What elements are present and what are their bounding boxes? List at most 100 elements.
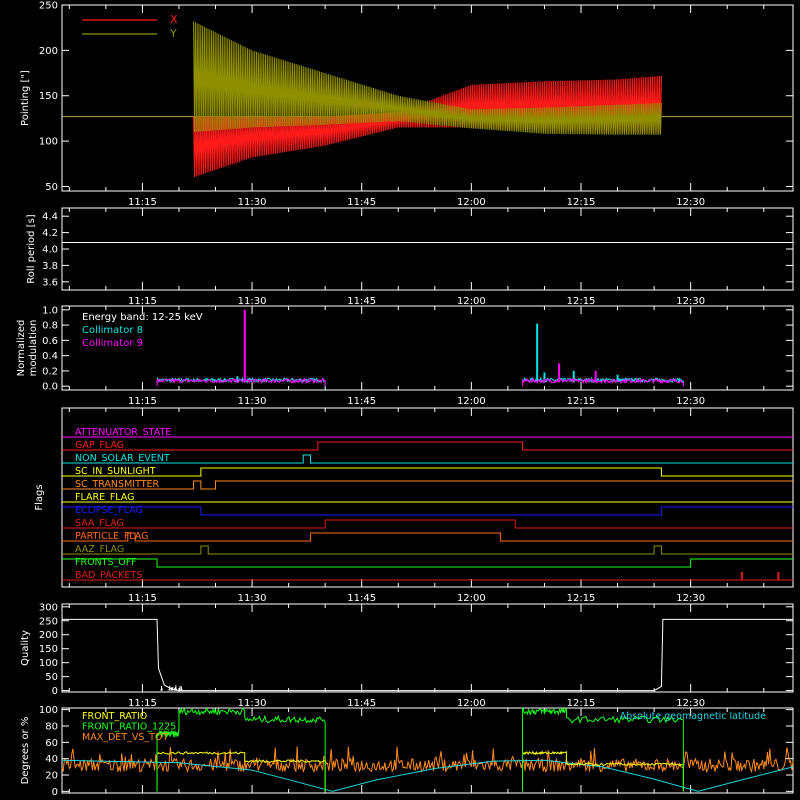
pointing-x-tick-label: 12:15 <box>567 197 596 208</box>
flag-label-fronts-off: FRONTS_OFF <box>75 557 137 568</box>
pointing-legend-label-y: Y <box>169 27 177 40</box>
flag-line-sc-in-sunlight <box>62 467 793 477</box>
modulation-series-collimator-9 <box>522 377 684 387</box>
ratios-y-tick-label: 0 <box>52 787 58 798</box>
modulation-frame <box>61 305 794 391</box>
roll-y-tick-label: 4.4 <box>42 212 58 223</box>
modulation-y-label: Normalizedmodulation <box>16 320 39 377</box>
roll-y-tick-label: 4.2 <box>42 228 58 239</box>
flags-x-tick-label: 11:30 <box>238 593 267 604</box>
pointing-x-tick-label: 12:30 <box>676 197 705 208</box>
modulation-panel: 11:15 11:30 11:45 12:00 12:15 12:30 0.0 0.2 0.4 0… <box>16 305 794 407</box>
modulation-x-tick-label: 12:15 <box>567 396 596 407</box>
flags-panel: 11:15 11:30 11:45 12:00 12:15 12:30 Flags ATTEN… <box>34 407 794 604</box>
panels: 11:15 11:30 11:45 12:00 12:15 12:30 50 100 150 20… <box>16 1 794 800</box>
flag-label-eclipse-flag: ECLIPSE_FLAG <box>75 505 143 516</box>
roll-x-tick-label: 12:15 <box>567 296 596 307</box>
roll-x-tick-label: 11:30 <box>238 296 267 307</box>
quality-y-tick-label: 0 <box>52 686 58 697</box>
flags-x-tick-label: 11:15 <box>128 593 157 604</box>
roll-y-tick-label: 3.8 <box>42 261 58 272</box>
flag-label-gap-flag: GAP_FLAG <box>75 440 124 451</box>
flag-label-flare-flag: FLARE_FLAG <box>75 492 135 503</box>
quality-x-tick-label: 12:30 <box>676 698 705 709</box>
flags-x-tick-label: 12:00 <box>457 593 486 604</box>
flags-x-tick-label: 12:30 <box>676 593 705 604</box>
quality-x-tick-label: 12:15 <box>567 698 596 709</box>
flag-line-non-solar-event <box>62 454 793 464</box>
flag-line-saa-flag <box>62 519 793 529</box>
quality-x-tick-label: 11:30 <box>238 698 267 709</box>
ratios-y-tick-label: 100 <box>39 705 58 716</box>
modulation-x-tick-label: 12:30 <box>676 396 705 407</box>
modulation-x-tick-label: 11:45 <box>347 396 376 407</box>
ratios-legend-label: MAX_DET_VS_TOT <box>82 732 168 743</box>
roll-x-tick-label: 11:45 <box>347 296 376 307</box>
modulation-y-tick-label: 0.4 <box>42 351 58 362</box>
ratios-y-tick-label: 80 <box>45 721 58 732</box>
pointing-y-label: Pointing ["] <box>20 70 31 126</box>
pointing-y-tick-label: 200 <box>39 46 58 57</box>
quality-y-label: Quality <box>20 630 31 666</box>
quality-y-tick-label: 100 <box>39 658 58 669</box>
flag-line-eclipse-flag <box>62 506 793 516</box>
pointing-frame <box>61 4 794 192</box>
flags-x-tick-label: 11:45 <box>347 593 376 604</box>
ratios-series-front-ratio <box>156 750 684 792</box>
flag-line-gap-flag <box>62 441 793 451</box>
quality-y-tick-label: 250 <box>39 616 58 627</box>
modulation-x-tick-label: 11:30 <box>238 396 267 407</box>
flag-label-particle-flag: PARTICLE_FLAG <box>75 531 148 542</box>
quality-y-tick-label: 300 <box>39 602 58 613</box>
pointing-panel: 11:15 11:30 11:45 12:00 12:15 12:30 50 100 150 20… <box>20 1 794 208</box>
pointing-y-tick-label: 150 <box>39 91 58 102</box>
pointing-x-tick-label: 11:15 <box>128 197 157 208</box>
modulation-energy-band-label: Energy band: 12-25 keV <box>82 312 203 323</box>
flags-y-label: Flags <box>34 484 45 510</box>
modulation-legend-label: Collimator 8 <box>82 325 143 336</box>
quality-y-tick-label: 150 <box>39 644 58 655</box>
flag-line-sc-transmitter <box>62 480 793 490</box>
pointing-legend-label-x: X <box>170 13 178 26</box>
roll-panel: 11:15 11:30 11:45 12:00 12:15 12:30 3.6 3.8 4.0 4… <box>26 207 794 307</box>
modulation-y-tick-label: 0.0 <box>42 382 58 393</box>
ratios-legend-label-latitude: Absolute geomagnetic latitude <box>620 711 766 722</box>
modulation-y-label-line: Normalized <box>16 320 27 377</box>
ratios-y-tick-label: 20 <box>45 771 58 782</box>
ratios-series-front-ratio-1225 <box>156 706 684 792</box>
ratios-legend-label: FRONT_RATIO <box>82 711 147 722</box>
ratios-legend-label: FRONT_RATIO_1225 <box>82 722 176 733</box>
ratios-series-max-det-vs-tot <box>61 746 794 774</box>
pointing-x-tick-label: 11:45 <box>347 197 376 208</box>
quality-panel: 11:15 11:30 11:45 12:00 12:15 12:30 0 50 100 150 2… <box>20 602 794 709</box>
pointing-y-tick-label: 50 <box>45 182 58 193</box>
modulation-y-tick-label: 0.8 <box>42 321 58 332</box>
ratios-y-tick-label: 40 <box>45 754 58 765</box>
roll-y-tick-label: 3.6 <box>42 277 58 288</box>
pointing-x-tick-label: 12:00 <box>457 197 486 208</box>
modulation-y-tick-label: 1.0 <box>42 305 58 316</box>
modulation-series-collimator-9 <box>156 377 326 387</box>
flag-label-aaz-flag: AAZ_FLAG <box>75 544 124 555</box>
modulation-legend-label: Collimator 9 <box>82 338 143 349</box>
flag-label-sc-in-sunlight: SC_IN_SUNLIGHT <box>75 466 156 477</box>
modulation-y-tick-label: 0.2 <box>42 366 58 377</box>
quality-frame <box>61 603 794 693</box>
pointing-x-tick-label: 11:30 <box>238 197 267 208</box>
flag-line-particle-flag <box>62 532 793 542</box>
roll-y-label: Roll period [s] <box>26 214 37 283</box>
flag-label-bad-packets: BAD_PACKETS <box>75 570 142 581</box>
flag-label-sc-transmitter: SC_TRANSMITTER <box>75 479 160 490</box>
modulation-x-tick-label: 11:15 <box>128 396 157 407</box>
ratios-panel: 11:1511:3011:4512:0012:1512:300204060801… <box>20 705 794 800</box>
quality-x-tick-label: 11:45 <box>347 698 376 709</box>
quality-x-tick-label: 12:00 <box>457 698 486 709</box>
flag-label-attenuator-state: ATTENUATOR_STATE <box>75 427 171 438</box>
roll-x-tick-label: 12:30 <box>676 296 705 307</box>
quality-x-tick-label: 11:15 <box>128 698 157 709</box>
ratios-y-tick-label: 60 <box>45 738 58 749</box>
quality-y-tick-label: 200 <box>39 630 58 641</box>
pointing-series-y <box>193 21 662 135</box>
quality-y-tick-label: 50 <box>45 672 58 683</box>
